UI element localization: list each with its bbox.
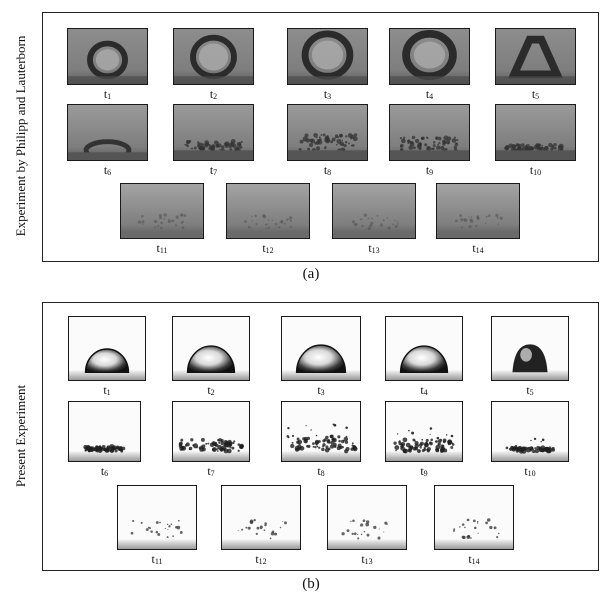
panel-b-frame-2 bbox=[172, 316, 250, 381]
panel-b-frame-6 bbox=[68, 401, 141, 462]
panel-b-time-label-4: t4 bbox=[420, 383, 428, 397]
panel-b-side-label: Present Experiment bbox=[13, 384, 28, 488]
panel-b-frame-14 bbox=[434, 485, 514, 550]
panel-b-frame-7 bbox=[172, 401, 250, 462]
panel-a-frame-6 bbox=[67, 104, 148, 161]
panel-a-time-label-8: t8 bbox=[323, 163, 332, 177]
panel-b-frame-13 bbox=[327, 485, 407, 550]
panel-a-time-label-13: t13 bbox=[368, 241, 380, 255]
panel-b-time-label-9: t9 bbox=[420, 464, 428, 478]
panel-a-time-label-3: t3 bbox=[323, 87, 332, 101]
panel-a-time-label-14: t14 bbox=[472, 241, 484, 255]
panel-a-frame-12 bbox=[226, 183, 310, 239]
panel-a-time-label-9: t9 bbox=[425, 163, 434, 177]
panel-a-frame-13 bbox=[332, 183, 416, 239]
panel-a-time-label-1: t1 bbox=[103, 87, 112, 101]
panel-a-time-label-5: t5 bbox=[531, 87, 540, 101]
panel-a-frame-7 bbox=[173, 104, 254, 161]
panel-a-time-label-7: t7 bbox=[209, 163, 218, 177]
panel-b-time-label-7: t7 bbox=[207, 464, 215, 478]
panel-a-time-label-12: t12 bbox=[262, 241, 274, 255]
panel-b-time-label-2: t2 bbox=[207, 383, 215, 397]
panel-b-frame-8 bbox=[281, 401, 361, 462]
panel-a-frame-9 bbox=[389, 104, 470, 161]
panel-a-frame-8 bbox=[287, 104, 368, 161]
panel-a-time-label-11: t11 bbox=[156, 241, 168, 255]
panel-b-time-label-5: t5 bbox=[526, 383, 534, 397]
panel-b-time-label-1: t1 bbox=[103, 383, 111, 397]
panel-a-time-label-2: t2 bbox=[209, 87, 218, 101]
panel-b-frame-11 bbox=[117, 485, 197, 550]
panel-a-time-label-10: t10 bbox=[529, 163, 542, 177]
panel-a-time-label-6: t6 bbox=[103, 163, 112, 177]
panel-a-frame-1 bbox=[67, 28, 148, 85]
panel-b-frame-10 bbox=[491, 401, 569, 462]
panel-b-time-label-12: t12 bbox=[255, 552, 267, 566]
panel-a-frame-5 bbox=[495, 28, 576, 85]
panel-b-caption: (b) bbox=[302, 576, 320, 592]
panel-b-time-label-10: t10 bbox=[524, 464, 536, 478]
panel-b-frame-12 bbox=[221, 485, 301, 550]
panel-b-frame-9 bbox=[385, 401, 463, 462]
panel-b-frame-4 bbox=[385, 316, 463, 381]
panel-b-time-label-6: t6 bbox=[100, 464, 109, 478]
panel-a-frame-3 bbox=[287, 28, 368, 85]
panel-b-time-label-13: t13 bbox=[361, 552, 373, 566]
panel-b-frame-3 bbox=[281, 316, 361, 381]
panel-a-frame-10 bbox=[495, 104, 576, 161]
panel-a-time-label-4: t4 bbox=[425, 87, 434, 101]
panel-b-time-label-11: t11 bbox=[151, 552, 163, 566]
panel-a-side-label: Experiment by Philipp and Lauterborn bbox=[13, 35, 28, 237]
panel-b-time-label-14: t14 bbox=[468, 552, 480, 566]
panel-b-frame-1 bbox=[68, 316, 146, 381]
panel-b-time-label-8: t8 bbox=[317, 464, 325, 478]
panel-a-frame-4 bbox=[389, 28, 470, 85]
panel-a-caption: (a) bbox=[302, 266, 320, 282]
panel-b-time-label-3: t3 bbox=[317, 383, 325, 397]
panel-b-frame-5 bbox=[491, 316, 569, 381]
panel-a-frame-2 bbox=[173, 28, 254, 85]
panel-a-frame-14 bbox=[436, 183, 520, 239]
panel-a-frame-11 bbox=[120, 183, 204, 239]
